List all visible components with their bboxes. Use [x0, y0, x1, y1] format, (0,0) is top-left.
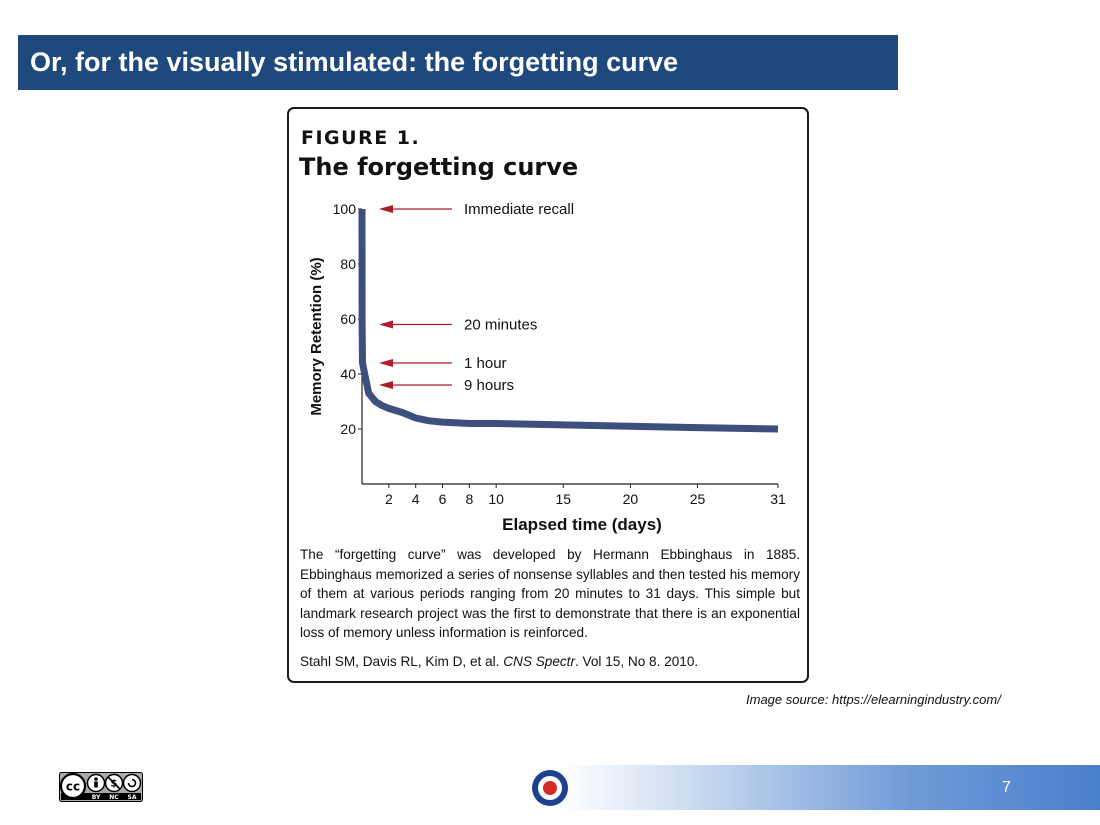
- forgetting-curve-chart: 20 40 60 80 100 2 4 6 8 10 15 20 25 31 Elapsed time (d…: [308, 201, 786, 534]
- annotation-label: 1 hour: [464, 355, 507, 372]
- citation-authors: Stahl SM, Davis RL, Kim D, et al.: [300, 654, 500, 669]
- x-tick-label: 6: [439, 491, 447, 507]
- x-tick-label: 10: [488, 491, 504, 507]
- svg-text:cc: cc: [66, 780, 80, 794]
- slide-title: Or, for the visually stimulated: the for…: [30, 47, 679, 77]
- x-tick-label: 31: [770, 491, 786, 507]
- image-source-note: Image source: https://elearningindustry.…: [746, 692, 1001, 707]
- y-tick-label: 60: [340, 311, 356, 327]
- y-tick-label: 80: [340, 256, 356, 272]
- x-tick-label: 2: [385, 491, 393, 507]
- annotation-arrowhead: [379, 320, 393, 329]
- figure-label: FIGURE 1.: [301, 127, 421, 149]
- figure-citation: Stahl SM, Davis RL, Kim D, et al. CNS Sp…: [300, 654, 698, 669]
- figure-panel: FIGURE 1. The forgetting curve 20 40 60 80 1…: [287, 107, 809, 683]
- y-tick-label: 40: [340, 366, 356, 382]
- annotation-arrowhead: [379, 205, 393, 213]
- y-axis-label: Memory Retention (%): [308, 257, 325, 415]
- citation-details: . Vol 15, No 8. 2010.: [574, 654, 699, 669]
- annotation-label: 9 hours: [464, 377, 514, 394]
- y-tick-label: 20: [340, 421, 356, 437]
- x-tick-label: 8: [465, 491, 473, 507]
- figure-caption: The “forgetting curve” was developed by …: [300, 547, 800, 640]
- cc-label-by: BY: [92, 794, 101, 801]
- roundel-logo-icon: [531, 769, 569, 812]
- cc-label-sa: SA: [128, 794, 137, 801]
- x-tick-label: 4: [412, 491, 420, 507]
- annotation-label: 20 minutes: [464, 317, 537, 334]
- annotation-arrowhead: [379, 381, 393, 389]
- footer-bar: [560, 765, 1100, 810]
- citation-journal: CNS Spectr: [503, 654, 575, 669]
- creative-commons-by-nc-sa-icon: cc $ BY NC SA: [59, 772, 143, 807]
- slide-title-bar: Or, for the visually stimulated: the for…: [18, 35, 898, 90]
- x-axis-label: Elapsed time (days): [502, 515, 662, 534]
- annotation-label: Immediate recall: [464, 201, 574, 218]
- page-number: 7: [1002, 779, 1011, 796]
- annotation-arrowhead: [379, 359, 393, 367]
- x-tick-label: 20: [623, 491, 639, 507]
- x-tick-label: 25: [690, 491, 706, 507]
- retention-curve-line: [358, 208, 779, 433]
- y-tick-label: 100: [333, 201, 357, 217]
- x-tick-label: 15: [556, 491, 572, 507]
- cc-label-nc: NC: [109, 794, 119, 801]
- figure-title: The forgetting curve: [299, 153, 579, 181]
